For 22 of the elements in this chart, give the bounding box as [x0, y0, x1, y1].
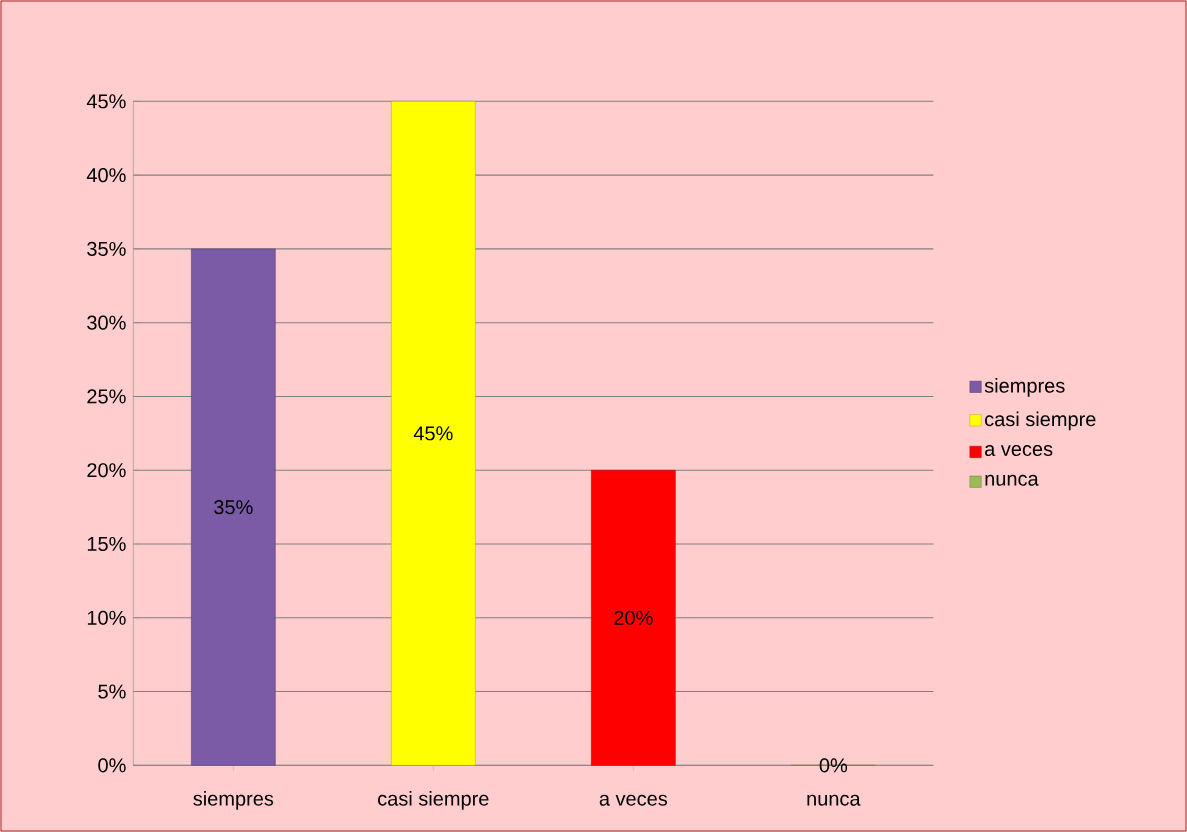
y-tick-label: 20% — [87, 463, 126, 478]
y-tick-label: 15% — [87, 536, 126, 552]
y-tick-label: 0% — [98, 758, 126, 773]
y-tick-label: 30% — [87, 315, 126, 330]
legend-label: siempres — [984, 378, 1065, 397]
x-tick-label: nunca — [807, 794, 861, 806]
x-tick-label: siempres — [193, 791, 274, 810]
legend-label: casi siempre — [985, 411, 1096, 431]
data-label: 0% — [819, 758, 848, 773]
legend-label: a veces — [985, 445, 1053, 457]
x-tick-label: casi siempre — [378, 791, 489, 810]
y-tick-label: 25% — [87, 389, 126, 404]
legend-label: nunca — [985, 474, 1039, 486]
y-tick-label: 35% — [87, 241, 126, 256]
y-tick-label: 45% — [86, 94, 126, 109]
y-tick-label: 40% — [86, 168, 126, 183]
y-tick-label: 10% — [87, 610, 126, 625]
y-tick-label: 5% — [98, 684, 126, 699]
data-label: 45% — [413, 426, 453, 441]
data-label: 20% — [614, 610, 653, 625]
x-tick-label: a veces — [599, 794, 668, 806]
data-label: 35% — [214, 500, 253, 515]
